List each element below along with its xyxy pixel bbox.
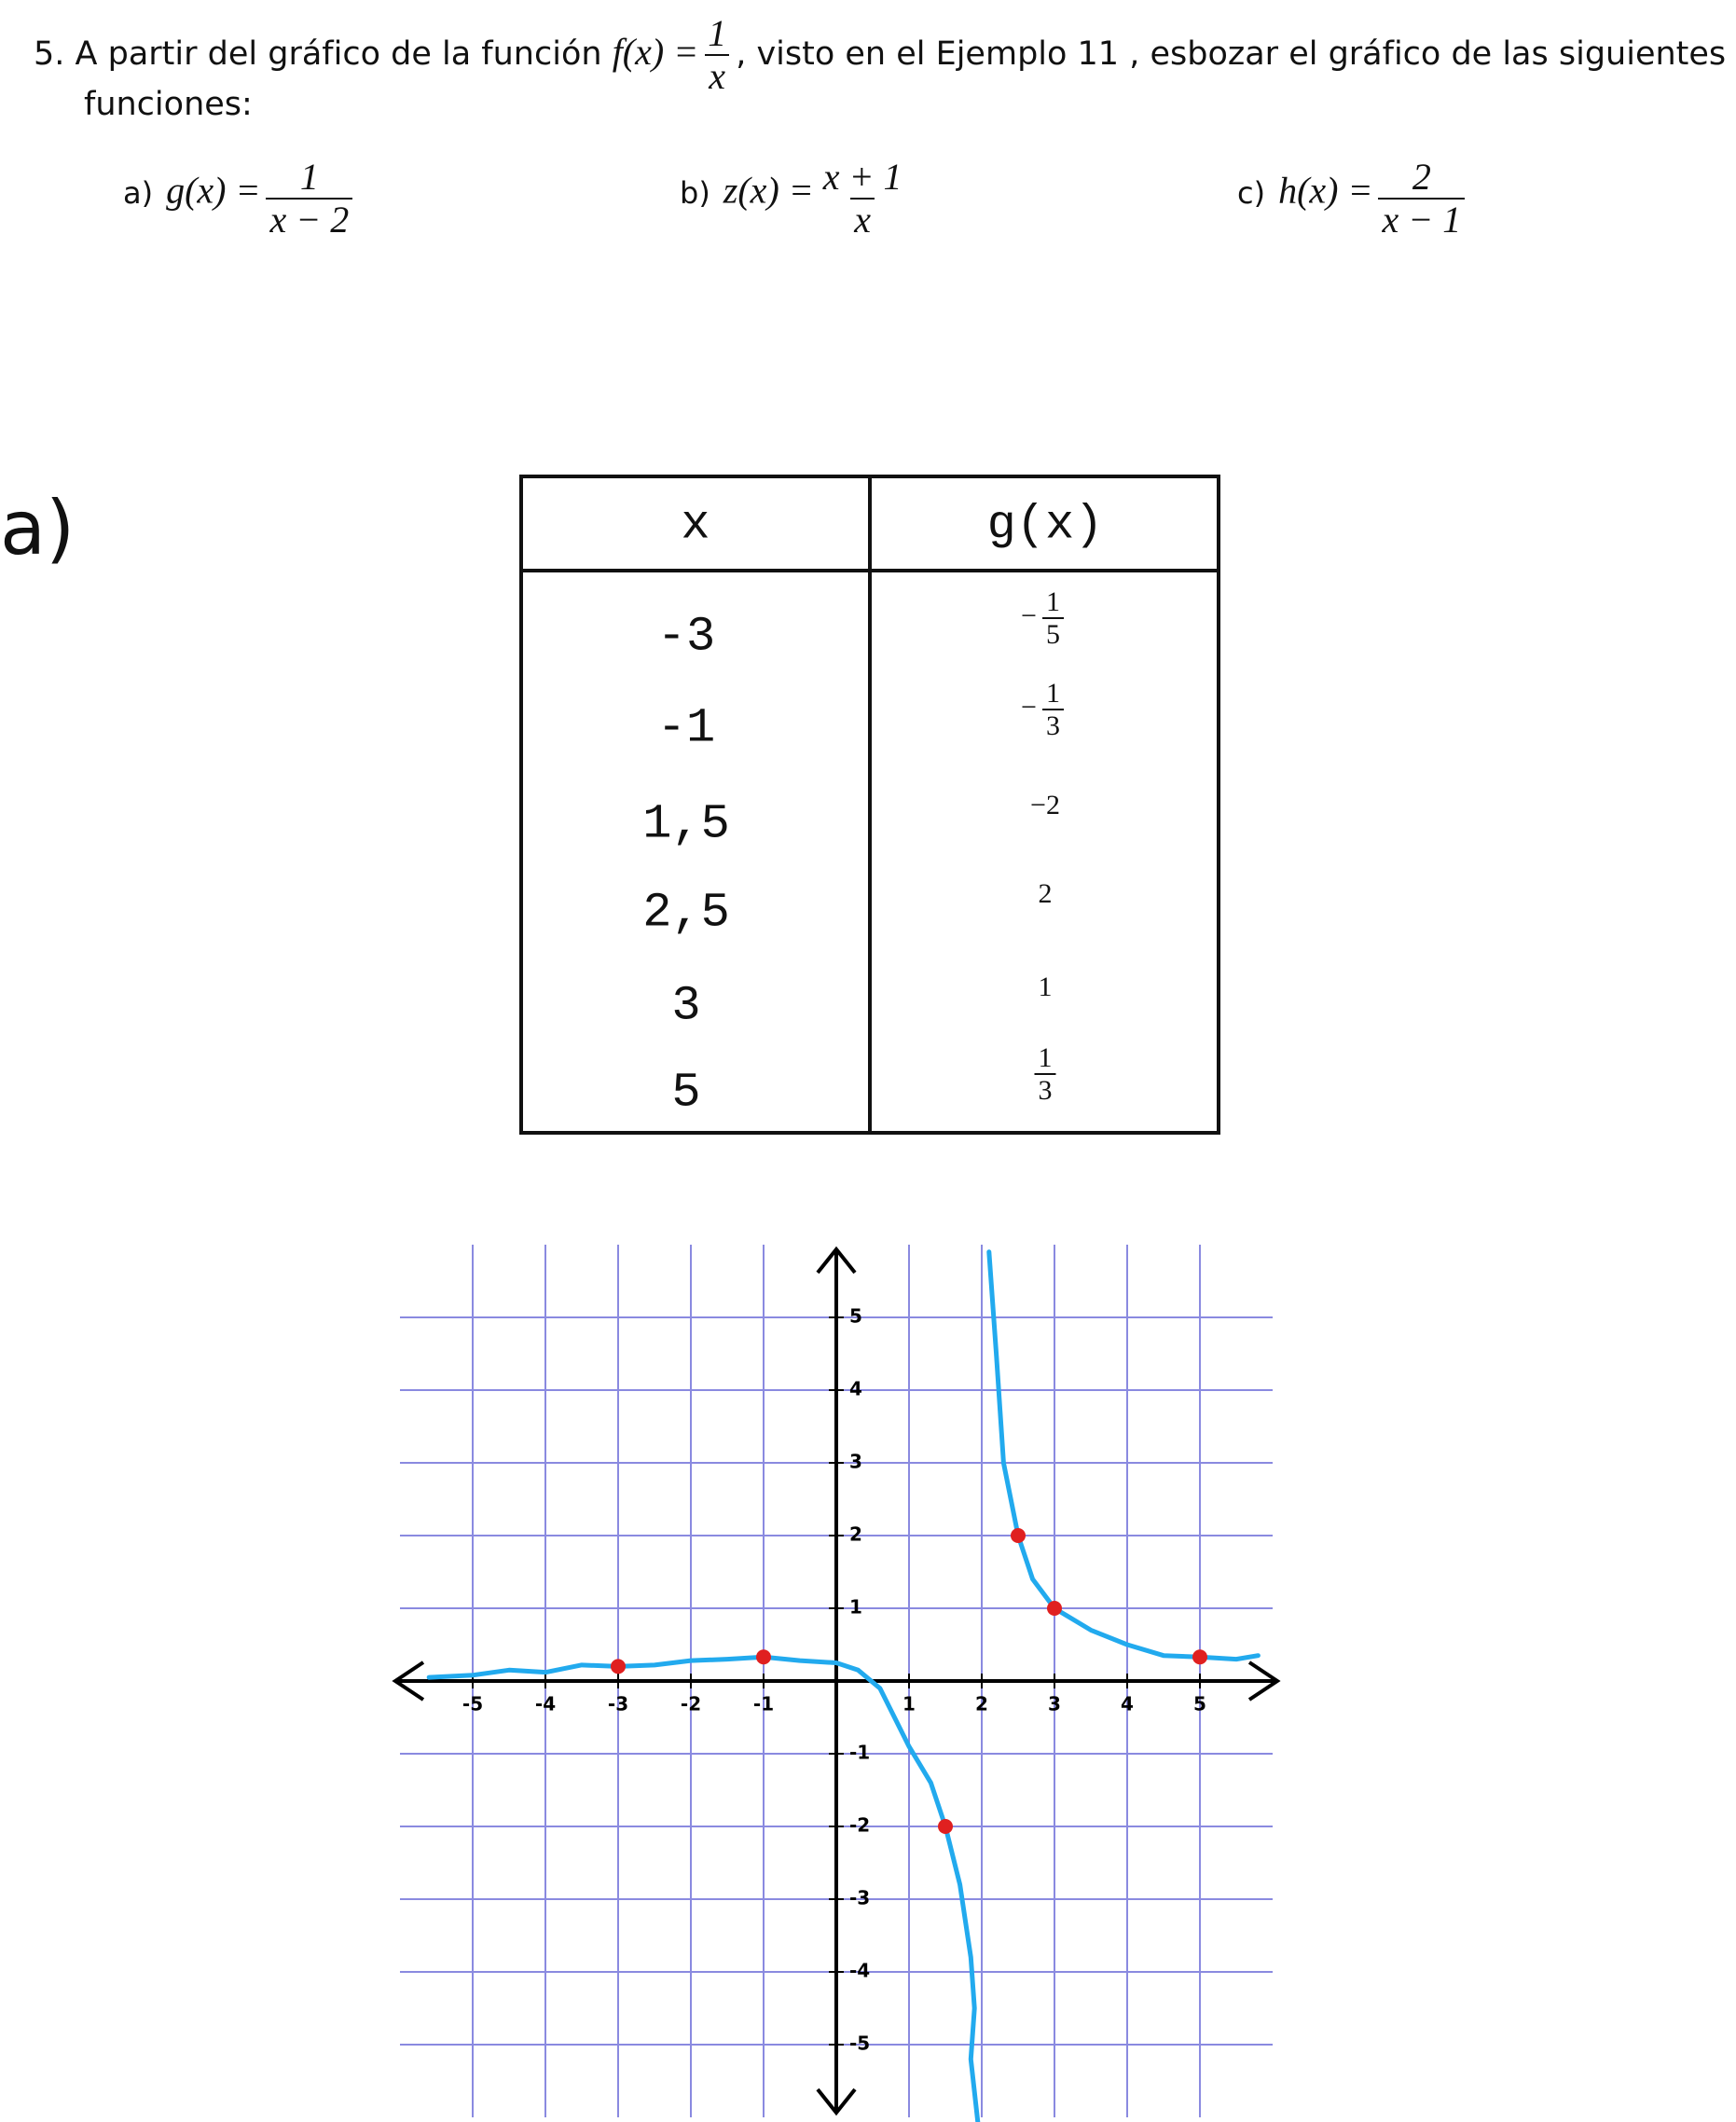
y-tick-label: 1	[849, 1596, 862, 1619]
g-cell: 2	[1038, 878, 1053, 909]
denominator: 5	[1041, 617, 1064, 650]
header-cell: x	[681, 497, 710, 553]
item-lhs: g(x) =	[166, 169, 261, 212]
numerator: 1	[1045, 678, 1060, 709]
f-num: 1	[708, 12, 727, 54]
problem-line1: 5. A partir del gráfico de la función f(…	[34, 13, 1726, 97]
g-cell: −1 3	[1021, 678, 1069, 741]
g-cell: 1	[1038, 971, 1053, 1002]
x-tick-label: -5	[462, 1693, 483, 1716]
axis-arrows	[392, 1246, 1281, 2116]
x-cell: -3	[656, 609, 716, 665]
y-tick-label: 2	[849, 1523, 862, 1546]
y-tick-label: 5	[849, 1305, 862, 1328]
point	[1011, 1528, 1026, 1543]
numerator: 1	[1045, 586, 1060, 617]
item-lhs: h(x) =	[1278, 169, 1373, 212]
x-tick-label: 1	[902, 1693, 916, 1716]
y-tick-label: -2	[849, 1814, 870, 1837]
point	[611, 1659, 626, 1674]
problem-after: , visto en el Ejemplo 11 , esbozar el gr…	[736, 35, 1727, 73]
problem-line2: funciones:	[84, 86, 253, 123]
header-divider	[523, 569, 1217, 572]
problem-number: 5.	[34, 35, 65, 73]
column-divider	[868, 478, 872, 1131]
hand-curve	[986, 1249, 1261, 1662]
x-cell: 3	[671, 978, 701, 1034]
y-tick-label: 3	[849, 1451, 862, 1473]
x-tick-label: 4	[1121, 1693, 1134, 1716]
item-label: b)	[680, 174, 710, 211]
numerator: 2	[1412, 156, 1431, 198]
item-lhs: z(x) =	[723, 169, 814, 212]
problem-intro: A partir del gráfico de la función	[75, 35, 602, 73]
sign: −	[1021, 691, 1037, 723]
value-table: x g(x) -3−1 5 -1−1 3 1,5 −2 2,5 2 3 1 5 1 3	[519, 475, 1220, 1135]
denominator: x − 1	[1378, 198, 1466, 241]
x-tick-label: 2	[975, 1693, 988, 1716]
x-cell: 1,5	[642, 796, 730, 852]
f-lhs: f(x) =	[612, 31, 699, 73]
x-tick-label: -4	[535, 1693, 556, 1716]
header-cell: g(x)	[986, 497, 1104, 553]
g-cell: −2	[1030, 790, 1060, 820]
x-tick-label: 5	[1193, 1693, 1206, 1716]
x-tick-label: -3	[608, 1693, 628, 1716]
y-tick-label: 4	[849, 1378, 862, 1400]
answer-label: a)	[0, 485, 76, 572]
f-den: x	[705, 54, 730, 97]
denominator: x	[850, 198, 875, 241]
numerator: x + 1	[822, 156, 902, 198]
x-cell: 5	[671, 1065, 701, 1121]
item-label: a)	[123, 174, 154, 211]
y-tick-label: -5	[849, 2032, 870, 2055]
point	[1047, 1601, 1062, 1616]
item: c) h(x) = 2 x − 1	[1237, 157, 1470, 241]
x-cell: 2,5	[642, 885, 730, 941]
item-label: c)	[1237, 174, 1266, 211]
x-tick-label: -1	[753, 1693, 774, 1716]
denominator: 3	[1034, 1073, 1056, 1106]
x-tick-label: 3	[1048, 1693, 1061, 1716]
point	[938, 1819, 953, 1834]
hand-curve	[426, 1654, 981, 2122]
g-cell: −1 5	[1021, 586, 1069, 650]
denominator: 3	[1041, 709, 1064, 741]
y-tick-label: -1	[849, 1742, 870, 1764]
point	[756, 1649, 771, 1665]
denominator: x − 2	[266, 198, 353, 241]
sign: −	[1021, 599, 1037, 631]
numerator: 1	[1038, 1042, 1053, 1073]
item: a) g(x) = 1 x − 2	[123, 157, 358, 241]
y-tick-label: -4	[849, 1960, 870, 1982]
x-cell: -1	[656, 700, 716, 756]
x-tick-label: -2	[681, 1693, 701, 1716]
numerator: 1	[299, 156, 319, 198]
point	[1192, 1649, 1207, 1665]
y-tick-label: -3	[849, 1887, 870, 1909]
